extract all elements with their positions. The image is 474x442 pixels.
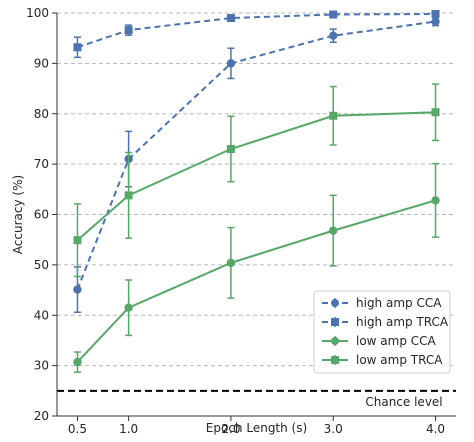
legend-box — [313, 290, 451, 374]
data-point — [226, 14, 235, 23]
legend-label: low amp TRCA — [356, 353, 443, 367]
legend-swatch-marker — [331, 356, 339, 364]
data-point — [226, 258, 236, 268]
y-tick-label: 70 — [34, 157, 49, 171]
legend-label: high amp TRCA — [356, 315, 449, 329]
y-tick-label: 60 — [34, 208, 49, 222]
series-2 — [73, 162, 440, 373]
y-tick-label: 50 — [34, 258, 49, 272]
data-point — [329, 111, 338, 120]
y-tick-label: 100 — [26, 6, 49, 20]
series-line — [77, 13, 436, 49]
legend-swatch-marker — [331, 337, 339, 345]
series-line — [76, 20, 436, 290]
y-axis-label: Accuracy (%) — [11, 175, 25, 254]
data-point — [431, 10, 440, 19]
legend: high amp CCA high amp TRCA low amp CCA low … — [313, 290, 451, 374]
y-tick-label: 90 — [34, 56, 49, 70]
data-point — [431, 17, 440, 26]
data-point — [329, 31, 338, 40]
data-point — [329, 10, 338, 19]
axes: 20 30 40 50 60 70 80 90 100 0.5 1.0 2.0 3.0 4.0 — [26, 6, 456, 436]
data-point — [73, 43, 82, 52]
x-tick-label: 2.0 — [221, 422, 240, 436]
data-point — [124, 303, 133, 312]
data-point — [73, 236, 82, 245]
data-point — [329, 226, 338, 235]
y-tick-label: 20 — [34, 409, 49, 423]
series-3 — [73, 83, 440, 278]
y-tick-label: 30 — [34, 359, 49, 373]
x-tick-label: 1.0 — [119, 422, 138, 436]
legend-label: high amp CCA — [356, 296, 442, 310]
data-point — [226, 145, 235, 154]
legend-swatch-marker — [331, 318, 339, 326]
data-point — [124, 191, 133, 200]
grid-lines — [57, 12, 456, 367]
data-point — [73, 357, 82, 367]
x-tick-label: 0.5 — [68, 422, 87, 436]
legend-swatch-marker — [331, 299, 339, 307]
series-group — [73, 10, 440, 373]
legend-label: low amp CCA — [356, 334, 437, 348]
x-tick-label: 4.0 — [426, 422, 445, 436]
chance-level-label: Chance level — [365, 395, 442, 409]
x-tick-label: 3.0 — [324, 422, 343, 436]
y-tick-label: 80 — [34, 107, 49, 121]
data-point — [431, 196, 440, 205]
data-point — [226, 59, 236, 68]
data-point — [124, 26, 133, 35]
x-axis-label: Epoch Length (s) — [206, 421, 307, 435]
data-point — [431, 108, 440, 117]
series-1 — [73, 10, 440, 59]
chance-level-line-group: Chance level — [57, 389, 456, 409]
data-point — [73, 285, 82, 294]
y-tick-label: 40 — [34, 308, 49, 322]
